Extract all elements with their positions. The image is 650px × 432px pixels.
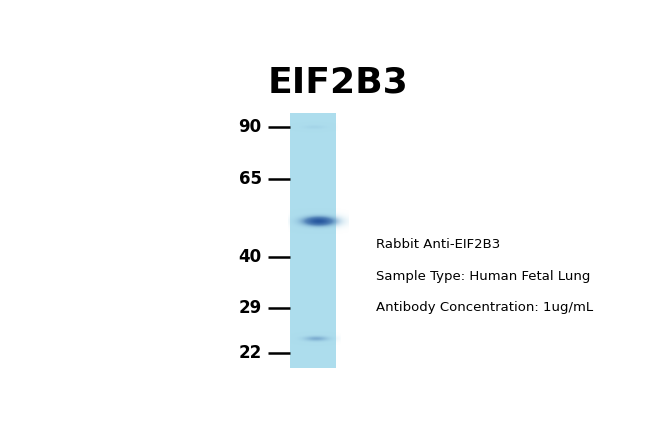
Text: 40: 40 [239, 248, 261, 266]
Text: 22: 22 [239, 343, 261, 362]
Text: Rabbit Anti-EIF2B3: Rabbit Anti-EIF2B3 [376, 238, 500, 251]
Text: 90: 90 [239, 118, 261, 136]
Text: Antibody Concentration: 1ug/mL: Antibody Concentration: 1ug/mL [376, 302, 593, 314]
Text: EIF2B3: EIF2B3 [268, 65, 409, 99]
Text: 65: 65 [239, 170, 261, 188]
Text: 29: 29 [239, 299, 261, 318]
Text: Sample Type: Human Fetal Lung: Sample Type: Human Fetal Lung [376, 270, 590, 283]
